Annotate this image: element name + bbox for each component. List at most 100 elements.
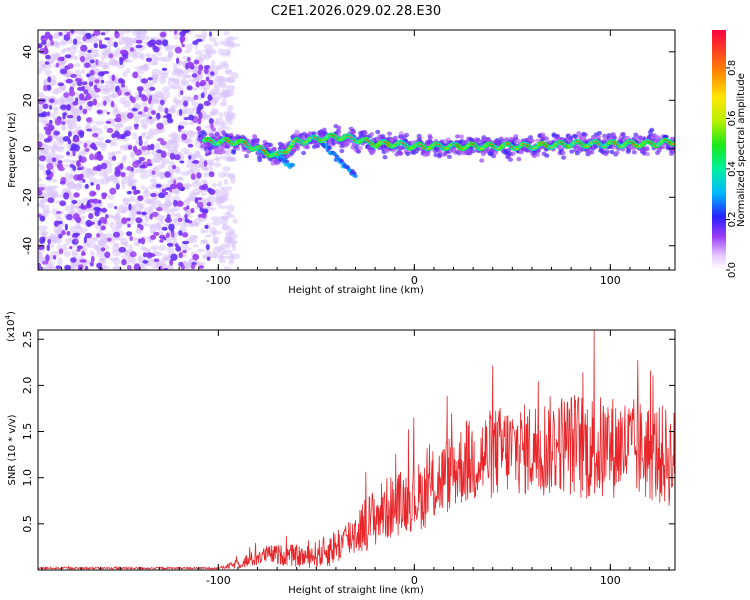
noise-haze-point (137, 255, 145, 261)
noise-haze-point (226, 174, 236, 178)
track-halo-point (493, 150, 499, 156)
noise-haze-point (131, 132, 138, 140)
noise-point (57, 82, 65, 87)
noise-haze-point (123, 100, 132, 108)
noise-haze-point (228, 254, 235, 262)
noise-point (138, 156, 145, 162)
track-halo-point (631, 150, 637, 155)
noise-point (146, 252, 153, 259)
noise-point (100, 79, 105, 84)
noise-haze-point (168, 30, 173, 33)
snr-ytick-label: 2.5 (21, 330, 34, 348)
noise-point (149, 95, 153, 102)
noise-haze-point (107, 213, 114, 219)
noise-haze-point (154, 164, 164, 170)
noise-haze-point (53, 107, 58, 116)
noise-haze-point (204, 229, 209, 233)
noise-point (119, 58, 124, 66)
noise-point (42, 103, 49, 110)
track-halo-point (211, 127, 217, 132)
noise-haze-point (157, 105, 163, 112)
spectrogram-panel: -100 0 100 -40 -20 0 20 40 Height of straight l… (7, 29, 676, 296)
noise-point (147, 77, 153, 81)
noise-haze-point (144, 215, 149, 223)
colorbar: 0.0 0.2 0.4 0.6 0.8 Normalized spectral ampl… (712, 30, 747, 278)
noise-point (118, 246, 127, 253)
track-halo-point (446, 154, 452, 159)
noise-haze-point (121, 181, 126, 190)
snr-scale-label: (x104) (4, 311, 17, 342)
noise-point (206, 256, 211, 261)
noise-haze-point (180, 148, 190, 153)
colorbar-tick-label: 0.0 (727, 262, 738, 278)
noise-haze-point (182, 247, 192, 251)
noise-point (93, 30, 101, 36)
noise-point (115, 113, 122, 119)
noise-point (94, 210, 100, 217)
noise-haze-point (176, 176, 184, 181)
noise-haze-point (51, 52, 61, 57)
colorbar-tick-label: 0.2 (727, 212, 738, 228)
noise-haze-point (231, 43, 241, 47)
noise-point (186, 205, 190, 210)
noise-haze-point (141, 124, 148, 128)
noise-point (151, 211, 159, 217)
noise-point (57, 160, 63, 164)
noise-point (47, 124, 55, 132)
noise-point (173, 30, 178, 35)
noise-point (46, 244, 50, 252)
noise-point (47, 197, 55, 204)
noise-point (80, 252, 86, 256)
noise-haze-point (114, 176, 120, 184)
noise-haze-point (118, 84, 129, 92)
noise-point (140, 78, 149, 84)
noise-haze-point (101, 52, 106, 61)
noise-point (148, 116, 153, 120)
noise-haze-point (72, 252, 79, 258)
track-halo-point (540, 132, 546, 137)
noise-point (46, 111, 51, 117)
noise-point (161, 188, 167, 193)
noise-haze-point (107, 152, 116, 156)
noise-point (190, 207, 195, 214)
noise-haze-point (194, 49, 203, 55)
noise-point (142, 260, 149, 264)
noise-haze-point (157, 220, 165, 225)
noise-point (145, 57, 152, 63)
noise-haze-point (41, 192, 51, 200)
track-halo-point (387, 131, 392, 136)
noise-point (54, 118, 62, 126)
noise-haze-point (41, 120, 48, 125)
noise-point (132, 71, 139, 79)
noise-point (63, 192, 70, 200)
noise-haze-point (139, 173, 150, 179)
noise-point (114, 130, 120, 138)
noise-haze-point (109, 173, 116, 182)
noise-haze-point (211, 183, 218, 187)
noise-point (173, 199, 178, 207)
noise-point (105, 120, 112, 124)
noise-haze-point (181, 95, 191, 102)
noise-haze-point (165, 238, 172, 243)
noise-point (129, 235, 133, 242)
noise-point (155, 39, 163, 46)
track-halo-point (369, 131, 375, 137)
noise-point (67, 139, 72, 145)
noise-haze-point (180, 171, 190, 177)
noise-haze-point (59, 66, 65, 70)
noise-haze-point (180, 244, 189, 249)
noise-haze-point (194, 217, 203, 224)
noise-point (204, 224, 209, 229)
noise-point (94, 79, 100, 84)
noise-haze-point (185, 137, 193, 146)
noise-point (117, 165, 123, 169)
noise-haze-point (203, 171, 211, 178)
noise-point (77, 265, 81, 270)
noise-point (70, 30, 75, 34)
noise-haze-point (55, 212, 62, 220)
noise-haze-point (86, 53, 92, 61)
noise-point (61, 230, 66, 236)
noise-haze-point (39, 165, 45, 171)
noise-point (161, 67, 168, 71)
noise-point (48, 104, 53, 110)
